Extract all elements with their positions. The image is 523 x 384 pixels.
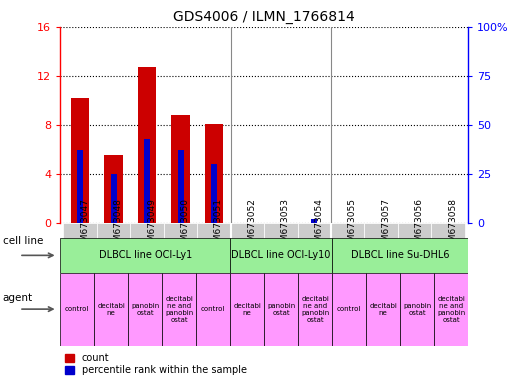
FancyBboxPatch shape (298, 223, 331, 273)
Text: cell line: cell line (3, 236, 43, 246)
FancyBboxPatch shape (130, 223, 164, 273)
Bar (77, 150, 83, 223)
FancyBboxPatch shape (162, 273, 196, 346)
Text: GSM673051: GSM673051 (214, 198, 223, 253)
Bar (71, 98, 89, 223)
FancyBboxPatch shape (331, 223, 365, 273)
FancyBboxPatch shape (366, 273, 400, 346)
Text: DLBCL line OCI-Ly10: DLBCL line OCI-Ly10 (231, 250, 331, 260)
Text: agent: agent (3, 293, 33, 303)
Text: GSM673054: GSM673054 (314, 198, 323, 253)
Text: decitabi
ne: decitabi ne (233, 303, 261, 316)
FancyBboxPatch shape (332, 238, 468, 273)
Text: GSM673050: GSM673050 (180, 198, 189, 253)
FancyBboxPatch shape (60, 238, 230, 273)
Text: panobin
ostat: panobin ostat (403, 303, 431, 316)
FancyBboxPatch shape (230, 238, 332, 273)
Text: decitabi
ne and
panobin
ostat: decitabi ne and panobin ostat (165, 296, 194, 323)
Bar (311, 219, 317, 223)
Bar (205, 124, 223, 223)
Text: GSM673055: GSM673055 (348, 198, 357, 253)
Bar (105, 156, 123, 223)
Text: decitabi
ne: decitabi ne (97, 303, 125, 316)
FancyBboxPatch shape (197, 223, 231, 273)
Bar (144, 139, 150, 223)
Text: GSM673049: GSM673049 (147, 198, 156, 253)
FancyBboxPatch shape (365, 223, 398, 273)
FancyBboxPatch shape (230, 273, 264, 346)
Legend: count, percentile rank within the sample: count, percentile rank within the sample (65, 353, 246, 375)
Text: GSM673058: GSM673058 (448, 198, 457, 253)
Bar (111, 174, 117, 223)
Bar (211, 164, 217, 223)
FancyBboxPatch shape (264, 223, 298, 273)
Text: GSM673056: GSM673056 (415, 198, 424, 253)
FancyBboxPatch shape (60, 273, 94, 346)
FancyBboxPatch shape (128, 273, 162, 346)
FancyBboxPatch shape (63, 223, 97, 273)
Text: GSM673057: GSM673057 (381, 198, 390, 253)
Text: GSM673052: GSM673052 (247, 198, 256, 253)
Text: decitabi
ne: decitabi ne (369, 303, 397, 316)
Text: DLBCL line OCI-Ly1: DLBCL line OCI-Ly1 (98, 250, 192, 260)
Bar (138, 67, 156, 223)
FancyBboxPatch shape (298, 273, 332, 346)
FancyBboxPatch shape (434, 273, 468, 346)
FancyBboxPatch shape (332, 273, 366, 346)
Text: GSM673053: GSM673053 (281, 198, 290, 253)
Text: GSM673048: GSM673048 (113, 198, 123, 253)
Title: GDS4006 / ILMN_1766814: GDS4006 / ILMN_1766814 (173, 10, 355, 25)
Text: control: control (65, 306, 89, 312)
FancyBboxPatch shape (164, 223, 197, 273)
Bar (172, 115, 190, 223)
Text: decitabi
ne and
panobin
ostat: decitabi ne and panobin ostat (437, 296, 465, 323)
Text: control: control (337, 306, 361, 312)
FancyBboxPatch shape (231, 223, 264, 273)
FancyBboxPatch shape (196, 273, 230, 346)
Bar (177, 150, 184, 223)
FancyBboxPatch shape (431, 223, 465, 273)
Text: panobin
ostat: panobin ostat (131, 303, 160, 316)
FancyBboxPatch shape (398, 223, 431, 273)
FancyBboxPatch shape (264, 273, 298, 346)
Text: DLBCL line Su-DHL6: DLBCL line Su-DHL6 (351, 250, 449, 260)
FancyBboxPatch shape (400, 273, 434, 346)
Text: decitabi
ne and
panobin
ostat: decitabi ne and panobin ostat (301, 296, 329, 323)
Text: GSM673047: GSM673047 (80, 198, 89, 253)
FancyBboxPatch shape (94, 273, 128, 346)
Text: control: control (201, 306, 225, 312)
Text: panobin
ostat: panobin ostat (267, 303, 295, 316)
FancyBboxPatch shape (97, 223, 130, 273)
